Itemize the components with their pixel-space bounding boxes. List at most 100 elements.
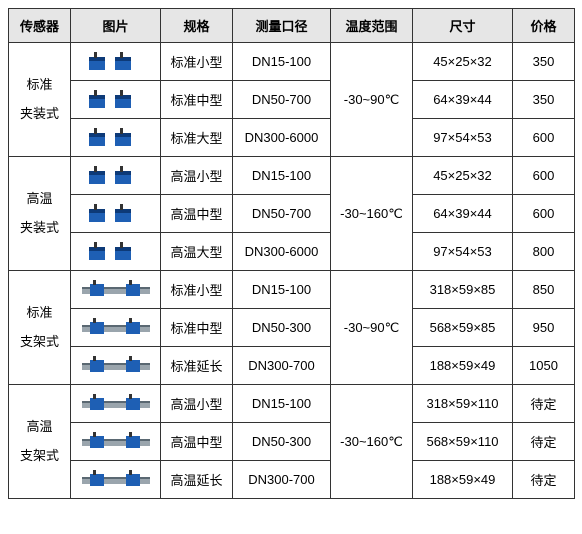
clamp-sensor-icon: [73, 48, 158, 76]
sensor-image-cell: [71, 233, 161, 271]
size-cell: 188×59×49: [413, 347, 513, 385]
caliber-cell: DN50-700: [233, 195, 331, 233]
sensor-image-cell: [71, 195, 161, 233]
sensor-image-cell: [71, 81, 161, 119]
sensor-image-cell: [71, 385, 161, 423]
temperature-range-cell: -30~160℃: [331, 157, 413, 271]
price-cell: 600: [513, 119, 575, 157]
caliber-cell: DN300-6000: [233, 119, 331, 157]
sensor-spec-table: 传感器 图片 规格 测量口径 温度范围 尺寸 价格 标准夹装式 标准小型DN15…: [8, 8, 575, 499]
caliber-cell: DN50-300: [233, 309, 331, 347]
bracket-sensor-icon: [73, 392, 158, 416]
size-cell: 45×25×32: [413, 43, 513, 81]
size-cell: 188×59×49: [413, 461, 513, 499]
sensor-image-cell: [71, 119, 161, 157]
price-cell: 待定: [513, 461, 575, 499]
temperature-range-cell: -30~160℃: [331, 385, 413, 499]
caliber-cell: DN15-100: [233, 43, 331, 81]
table-row: 标准中型DN50-700 64×39×44350: [9, 81, 575, 119]
spec-cell: 高温中型: [161, 423, 233, 461]
clamp-sensor-icon: [73, 200, 158, 228]
table-row: 标准夹装式 标准小型DN15-100-30~90℃45×25×32350: [9, 43, 575, 81]
caliber-cell: DN300-700: [233, 461, 331, 499]
spec-cell: 标准中型: [161, 309, 233, 347]
price-cell: 350: [513, 43, 575, 81]
bracket-sensor-icon: [73, 354, 158, 378]
clamp-sensor-icon: [73, 238, 158, 266]
size-cell: 45×25×32: [413, 157, 513, 195]
temperature-range-cell: -30~90℃: [331, 43, 413, 157]
sensor-image-cell: [71, 309, 161, 347]
size-cell: 318×59×85: [413, 271, 513, 309]
price-cell: 800: [513, 233, 575, 271]
size-cell: 64×39×44: [413, 195, 513, 233]
caliber-cell: DN300-6000: [233, 233, 331, 271]
sensor-type-line2: 夹装式: [11, 100, 68, 129]
table-row: 标准支架式 标准小型DN15-100-30~90℃318×59×85850: [9, 271, 575, 309]
header-temp: 温度范围: [331, 9, 413, 43]
size-cell: 568×59×110: [413, 423, 513, 461]
clamp-sensor-icon: [73, 86, 158, 114]
size-cell: 97×54×53: [413, 233, 513, 271]
sensor-type-line1: 高温: [11, 413, 68, 442]
sensor-type-cell: 高温支架式: [9, 385, 71, 499]
price-cell: 待定: [513, 423, 575, 461]
header-size: 尺寸: [413, 9, 513, 43]
clamp-sensor-icon: [73, 162, 158, 190]
clamp-sensor-icon: [73, 124, 158, 152]
table-row: 高温支架式 高温小型DN15-100-30~160℃318×59×110待定: [9, 385, 575, 423]
spec-cell: 高温小型: [161, 385, 233, 423]
sensor-type-line1: 标准: [11, 299, 68, 328]
spec-cell: 标准中型: [161, 81, 233, 119]
table-row: 标准中型DN50-300 568×59×85950: [9, 309, 575, 347]
bracket-sensor-icon: [73, 430, 158, 454]
sensor-image-cell: [71, 423, 161, 461]
size-cell: 318×59×110: [413, 385, 513, 423]
sensor-image-cell: [71, 271, 161, 309]
header-sensor: 传感器: [9, 9, 71, 43]
sensor-type-line1: 标准: [11, 71, 68, 100]
spec-cell: 高温小型: [161, 157, 233, 195]
table-row: 高温大型DN300-6000 97×54×53800: [9, 233, 575, 271]
table-row: 高温中型DN50-700 64×39×44600: [9, 195, 575, 233]
table-row: 标准大型DN300-6000 97×54×53600: [9, 119, 575, 157]
table-row: 高温中型DN50-300 568×59×110待定: [9, 423, 575, 461]
caliber-cell: DN300-700: [233, 347, 331, 385]
spec-cell: 标准小型: [161, 271, 233, 309]
spec-cell: 标准小型: [161, 43, 233, 81]
caliber-cell: DN50-700: [233, 81, 331, 119]
sensor-image-cell: [71, 43, 161, 81]
size-cell: 64×39×44: [413, 81, 513, 119]
sensor-type-line2: 支架式: [11, 442, 68, 471]
table-row: 高温延长DN300-700 188×59×49待定: [9, 461, 575, 499]
price-cell: 600: [513, 157, 575, 195]
spec-cell: 高温延长: [161, 461, 233, 499]
sensor-type-cell: 高温夹装式: [9, 157, 71, 271]
caliber-cell: DN15-100: [233, 271, 331, 309]
spec-cell: 高温中型: [161, 195, 233, 233]
size-cell: 97×54×53: [413, 119, 513, 157]
price-cell: 950: [513, 309, 575, 347]
price-cell: 600: [513, 195, 575, 233]
sensor-image-cell: [71, 157, 161, 195]
caliber-cell: DN50-300: [233, 423, 331, 461]
sensor-type-cell: 标准夹装式: [9, 43, 71, 157]
price-cell: 1050: [513, 347, 575, 385]
price-cell: 350: [513, 81, 575, 119]
table-row: 高温夹装式 高温小型DN15-100-30~160℃45×25×32600: [9, 157, 575, 195]
header-price: 价格: [513, 9, 575, 43]
price-cell: 850: [513, 271, 575, 309]
spec-cell: 标准延长: [161, 347, 233, 385]
spec-cell: 标准大型: [161, 119, 233, 157]
bracket-sensor-icon: [73, 278, 158, 302]
bracket-sensor-icon: [73, 316, 158, 340]
size-cell: 568×59×85: [413, 309, 513, 347]
spec-cell: 高温大型: [161, 233, 233, 271]
sensor-type-line1: 高温: [11, 185, 68, 214]
caliber-cell: DN15-100: [233, 385, 331, 423]
header-caliber: 测量口径: [233, 9, 331, 43]
sensor-type-line2: 支架式: [11, 328, 68, 357]
bracket-sensor-icon: [73, 468, 158, 492]
sensor-type-cell: 标准支架式: [9, 271, 71, 385]
header-image: 图片: [71, 9, 161, 43]
